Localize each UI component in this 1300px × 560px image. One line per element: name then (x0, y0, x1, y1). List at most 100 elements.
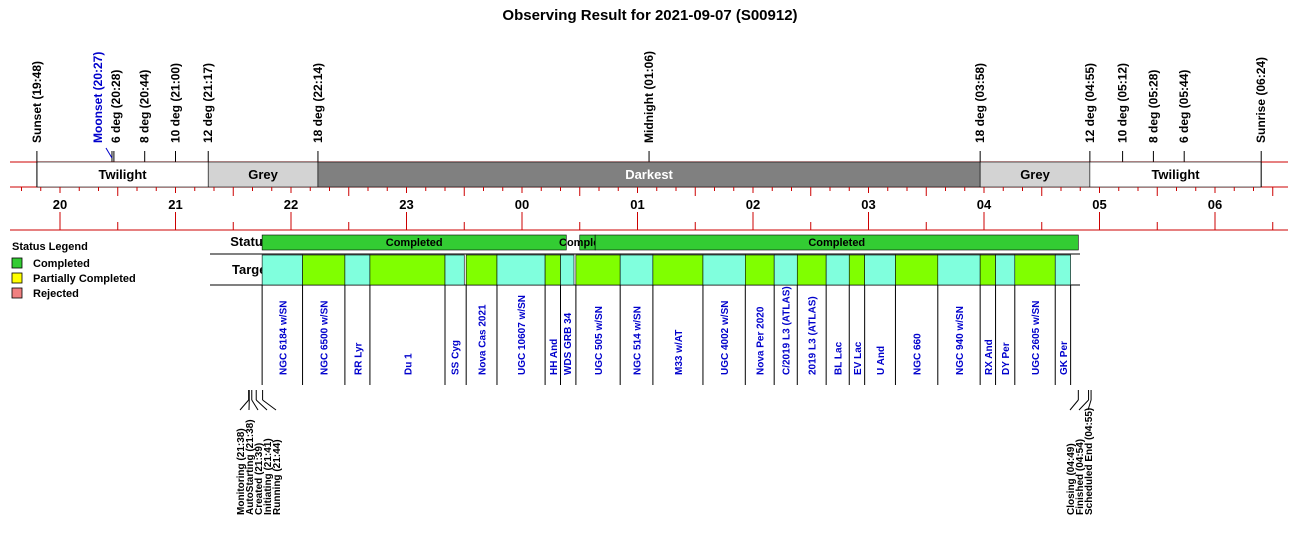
end-event-pointer (1087, 399, 1092, 411)
start-event-pointer (255, 399, 268, 411)
target-block (369, 254, 446, 286)
hour-tick-label: 01 (630, 197, 644, 212)
sky-event-label: 10 deg (21:00) (169, 63, 183, 143)
target-block (744, 254, 775, 286)
target-block (652, 254, 704, 286)
status-row-label: Status (230, 234, 270, 249)
target-block (702, 254, 746, 286)
target-name: RX And (984, 339, 995, 375)
start-event-label: Running (21:44) (272, 439, 283, 515)
legend-swatch (11, 272, 23, 284)
target-block (979, 254, 996, 286)
sky-band (207, 161, 319, 188)
target-block (1054, 254, 1071, 286)
target-name: NGC 514 w/SN (633, 306, 644, 375)
target-block (895, 254, 939, 286)
sky-band-label: Twilight (1151, 167, 1200, 182)
target-name: GK Per (1059, 341, 1070, 375)
hour-tick-label: 00 (515, 197, 529, 212)
legend-swatch (11, 257, 23, 269)
target-block (496, 254, 546, 286)
moonset-pointer (105, 147, 113, 159)
target-block (344, 254, 371, 286)
sky-band-label: Grey (1020, 167, 1050, 182)
hour-tick-label: 23 (399, 197, 413, 212)
target-block (560, 254, 575, 286)
status-legend: Status Legend Completed Partially Complet… (11, 241, 136, 300)
end-event-label: Finished (04:54) (1075, 439, 1086, 515)
hour-tick-label: 21 (168, 197, 182, 212)
sky-event-label: 18 deg (03:58) (973, 63, 987, 143)
end-event-label: Scheduled End (04:55) (1084, 408, 1095, 515)
legend-title: Status Legend (12, 241, 88, 253)
target-name: NGC 6500 w/SN (320, 301, 331, 375)
target-name: NGC 6184 w/SN (278, 301, 289, 375)
sky-band-label: Grey (248, 167, 278, 182)
target-name: C/2019 L3 (ATLAS) (782, 286, 793, 375)
sky-event-label: 8 deg (20:44) (138, 70, 152, 143)
target-name: NGC 660 (913, 333, 924, 375)
status-segment-label: Completed (808, 237, 865, 249)
target-name: UGC 10607 w/SN (517, 295, 528, 375)
target-block (937, 254, 981, 286)
target-name: UGC 505 w/SN (594, 306, 605, 375)
target-name: SS Cyg (451, 340, 462, 375)
target-name: Du 1 (403, 353, 414, 375)
target-block (302, 254, 346, 286)
start-event-label: Created (21:39) (254, 443, 265, 515)
status-segment (261, 234, 567, 251)
targets-row: NGC 6184 w/SN NGC 6500 w/SN RR Lyr Du 1 SS C… (210, 254, 1080, 385)
run-event-markers: Monitoring (21:38)AutoStarting (21:38)Cr… (236, 390, 1095, 515)
target-block (848, 254, 865, 286)
sky-band (36, 161, 209, 188)
target-block (465, 254, 498, 286)
target-name: UGC 2605 w/SN (1031, 301, 1042, 375)
sky-event-label: Midnight (01:06) (642, 51, 656, 143)
hour-tick-label: 20 (53, 197, 67, 212)
legend-item-label: Completed (33, 258, 90, 270)
target-name: M33 w/AT (674, 330, 685, 375)
sky-event-label: 10 deg (05:12) (1116, 63, 1130, 143)
sky-event-label: Sunset (19:48) (30, 61, 44, 143)
start-event-label: AutoStarting (21:38) (245, 419, 256, 515)
sky-band-label: Twilight (98, 167, 147, 182)
hour-tick-label: 04 (977, 197, 992, 212)
sky-event-label: Sunrise (06:24) (1254, 57, 1268, 143)
target-block (544, 254, 561, 286)
status-segment-label: Completed (386, 237, 443, 249)
status-segment (594, 234, 1079, 251)
target-block (619, 254, 654, 286)
sky-event-label: 6 deg (05:44) (1177, 70, 1191, 143)
target-name: RR Lyr (353, 342, 364, 375)
start-event-pointer (251, 399, 259, 411)
start-event-pointer (262, 399, 277, 411)
chart-title: Observing Result for 2021-09-07 (S00912) (502, 7, 797, 24)
sky-band (1089, 161, 1262, 188)
target-name: Nova Per 2020 (756, 306, 767, 375)
sky-event-label: 12 deg (04:55) (1083, 63, 1097, 143)
hour-tick-label: 02 (746, 197, 760, 212)
sky-band (317, 161, 981, 188)
end-event-label: Closing (04:49) (1066, 443, 1077, 515)
hour-tick-label: 03 (861, 197, 875, 212)
start-event-label: Initiating (21:41) (263, 438, 274, 515)
target-name: NGC 940 w/SN (955, 306, 966, 375)
sky-event-label: 12 deg (21:17) (201, 63, 215, 143)
target-block (825, 254, 850, 286)
legend-item-label: Rejected (33, 288, 79, 300)
sky-event-labels: Sunset (19:48) Moonset (20:27) 6 deg (20:2… (30, 51, 1268, 162)
target-block (1014, 254, 1056, 286)
start-event-pointer (239, 399, 250, 411)
target-name: WDS GRB 34 (563, 312, 574, 375)
hour-tick-label: 06 (1208, 197, 1222, 212)
legend-swatch (11, 287, 23, 299)
target-block (261, 254, 303, 286)
target-name: DY Per (1001, 342, 1012, 375)
target-block (444, 254, 465, 286)
target-block (773, 254, 798, 286)
sky-event-label: 6 deg (20:28) (109, 70, 123, 143)
end-event-pointer (1069, 399, 1079, 411)
hour-tick-label: 22 (284, 197, 298, 212)
target-block (995, 254, 1016, 286)
